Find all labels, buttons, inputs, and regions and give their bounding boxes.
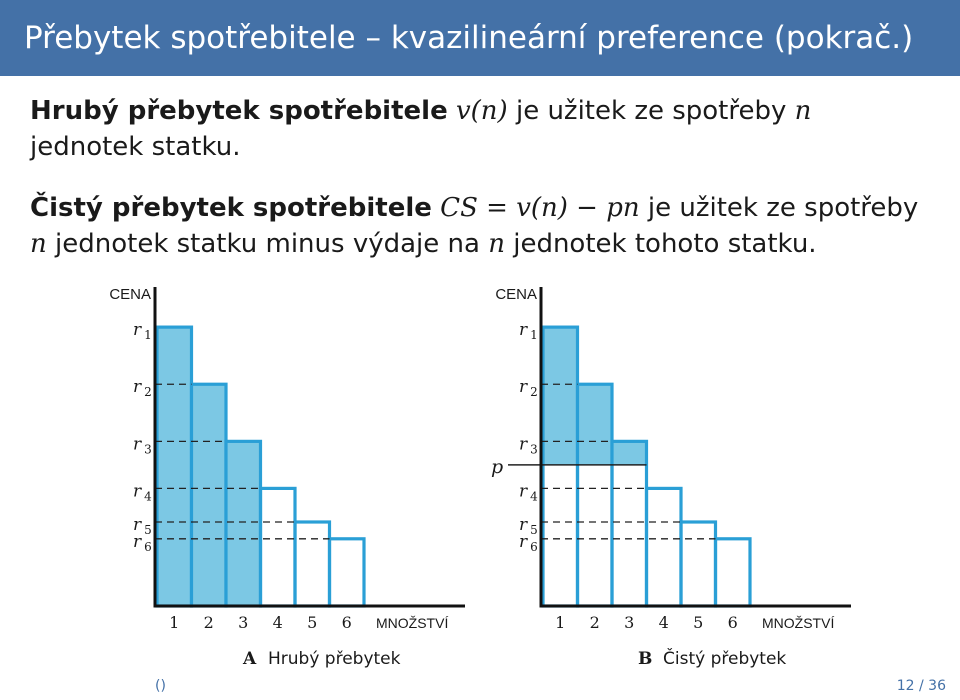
panel-b-bar-fill-3: [612, 441, 647, 465]
gross-surplus-n: n: [794, 96, 812, 126]
gross-surplus-text-b: jednotek statku.: [30, 132, 241, 162]
panel-b-bar-3: [610, 439, 649, 608]
panel-a-x-tick-1: 1: [169, 613, 179, 632]
panel-a-bar-5: [293, 520, 332, 608]
panel-b-ylabel: CENA: [495, 286, 537, 303]
panel-b-x-tick-2: 2: [590, 613, 600, 632]
net-surplus-formula: CS = v(n) − pn: [440, 193, 640, 223]
net-surplus-definition: Čistý přebytek spotřebitele CS = v(n) − …: [30, 190, 930, 262]
footer-page-current: 12: [896, 678, 915, 694]
panel-a-x-tick-3: 3: [238, 613, 248, 632]
panel-a-x-tick-4: 4: [273, 613, 283, 632]
panel-a-ylabel: CENA: [109, 286, 151, 303]
panel-b-x-tick-3: 3: [624, 613, 634, 632]
slide-header: Přebytek spotřebitele – kvazilineární pr…: [0, 0, 960, 76]
panel-b-bar-fill-2: [577, 384, 612, 465]
panel-b-bar-5: [679, 520, 718, 608]
panel-b-bar-4: [644, 486, 683, 608]
panel-a-bar-6: [327, 537, 366, 608]
panel-b-caption: Čistý přebytek: [663, 647, 786, 669]
slide-title: Přebytek spotřebitele – kvazilineární pr…: [24, 20, 914, 56]
panel-b-x-tick-5: 5: [693, 613, 703, 632]
footer-page-separator: /: [919, 678, 924, 694]
panel-a-bar-fill-2: [191, 384, 226, 606]
panel-b-xlabel: MNOŽSTVÍ: [762, 615, 834, 631]
gross-surplus-definition: Hrubý přebytek spotřebitele v(n) je užit…: [30, 93, 930, 165]
panel-b-x-tick-4: 4: [659, 613, 669, 632]
net-surplus-text-a: je užitek ze spotřeby: [639, 193, 919, 223]
panel-a-caption-letter: A: [242, 649, 257, 669]
net-surplus-text-b: jednotek statku minus výdaje na: [46, 229, 489, 259]
net-surplus-term: Čistý přebytek spotřebitele: [30, 193, 432, 223]
gross-surplus-text-a: je užitek ze spotřeby: [507, 96, 795, 126]
gross-surplus-formula: v(n): [455, 96, 508, 126]
footer-page-number: 12 / 36: [897, 678, 946, 694]
panel-a-x-tick-6: 6: [342, 613, 352, 632]
panel-a-bar-4: [258, 486, 297, 608]
panel-b-price-line-label: p: [491, 456, 503, 478]
gross-surplus-term: Hrubý přebytek spotřebitele: [30, 96, 448, 126]
panel-a-xlabel: MNOŽSTVÍ: [376, 615, 448, 631]
panel-a-x-tick-5: 5: [307, 613, 317, 632]
net-surplus-n2: n: [488, 229, 505, 259]
footer-page-total: 36: [928, 678, 946, 694]
panel-b-caption-letter: B: [638, 649, 652, 669]
panel-a-bar-fill-1: [157, 327, 192, 606]
panel-b-x-tick-1: 1: [555, 613, 565, 632]
panel-a-caption: Hrubý přebytek: [268, 649, 401, 669]
panel-b-bar-fill-1: [543, 327, 578, 465]
net-surplus-text-c: jednotek tohoto statku.: [504, 229, 817, 259]
panel-a-bar-fill-3: [226, 441, 261, 606]
panel-a-x-tick-2: 2: [204, 613, 214, 632]
net-surplus-n1: n: [30, 229, 47, 259]
panel-b-x-tick-6: 6: [728, 613, 738, 632]
footer-author: (): [155, 678, 166, 694]
panel-b-bar-6: [713, 537, 752, 608]
